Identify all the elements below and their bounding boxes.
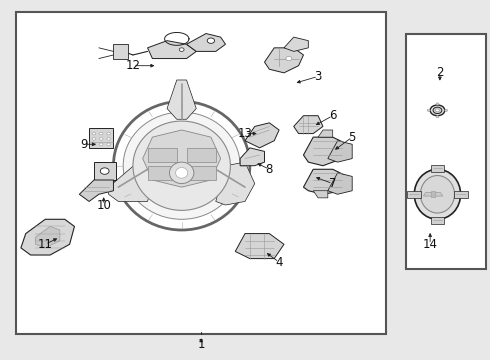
Polygon shape bbox=[147, 41, 196, 59]
Bar bbox=[431, 165, 444, 172]
Polygon shape bbox=[313, 191, 328, 198]
Polygon shape bbox=[79, 180, 114, 202]
Text: 5: 5 bbox=[348, 131, 356, 144]
Polygon shape bbox=[265, 48, 303, 73]
Text: 6: 6 bbox=[329, 109, 337, 122]
Ellipse shape bbox=[427, 109, 430, 111]
Polygon shape bbox=[328, 141, 352, 162]
Polygon shape bbox=[294, 116, 323, 134]
Ellipse shape bbox=[114, 102, 250, 230]
Ellipse shape bbox=[415, 169, 461, 219]
Ellipse shape bbox=[170, 162, 194, 184]
Text: 7: 7 bbox=[329, 177, 337, 190]
Ellipse shape bbox=[123, 112, 240, 219]
Bar bbox=[431, 192, 435, 197]
Ellipse shape bbox=[99, 138, 103, 140]
Bar bbox=[187, 148, 216, 162]
Ellipse shape bbox=[92, 132, 96, 135]
Ellipse shape bbox=[436, 116, 439, 118]
Text: 11: 11 bbox=[38, 238, 53, 251]
Text: 4: 4 bbox=[275, 256, 283, 269]
Polygon shape bbox=[303, 137, 347, 166]
Polygon shape bbox=[167, 80, 196, 119]
Bar bbox=[431, 217, 444, 224]
Polygon shape bbox=[216, 162, 255, 205]
Ellipse shape bbox=[133, 121, 230, 210]
Ellipse shape bbox=[179, 48, 184, 51]
Polygon shape bbox=[245, 123, 279, 148]
Text: 13: 13 bbox=[238, 127, 252, 140]
Bar bbox=[114, 44, 128, 59]
Ellipse shape bbox=[286, 57, 292, 61]
Ellipse shape bbox=[436, 109, 440, 112]
Text: 10: 10 bbox=[96, 198, 111, 212]
Ellipse shape bbox=[433, 107, 442, 113]
Polygon shape bbox=[21, 219, 74, 255]
Ellipse shape bbox=[99, 132, 103, 135]
Bar bbox=[407, 191, 421, 198]
Bar bbox=[94, 162, 116, 180]
Ellipse shape bbox=[92, 138, 96, 140]
Polygon shape bbox=[303, 169, 347, 194]
Text: 12: 12 bbox=[125, 59, 141, 72]
Text: 8: 8 bbox=[266, 163, 273, 176]
Text: 14: 14 bbox=[423, 238, 438, 251]
Polygon shape bbox=[240, 148, 265, 166]
Bar bbox=[147, 148, 177, 162]
Ellipse shape bbox=[100, 168, 109, 174]
Ellipse shape bbox=[436, 103, 439, 105]
Ellipse shape bbox=[92, 143, 96, 145]
Ellipse shape bbox=[445, 109, 448, 111]
Polygon shape bbox=[328, 173, 352, 194]
Bar bbox=[187, 166, 216, 180]
Ellipse shape bbox=[107, 138, 110, 140]
Polygon shape bbox=[35, 226, 60, 248]
Ellipse shape bbox=[430, 105, 445, 116]
Polygon shape bbox=[284, 37, 308, 51]
Ellipse shape bbox=[175, 167, 188, 178]
Bar bbox=[454, 191, 467, 198]
Polygon shape bbox=[423, 193, 433, 196]
Ellipse shape bbox=[107, 143, 110, 145]
FancyBboxPatch shape bbox=[406, 33, 486, 269]
Ellipse shape bbox=[99, 143, 103, 145]
Polygon shape bbox=[109, 162, 157, 202]
Polygon shape bbox=[433, 193, 443, 196]
Text: 9: 9 bbox=[80, 138, 88, 151]
Text: 2: 2 bbox=[436, 66, 443, 79]
Polygon shape bbox=[235, 234, 284, 258]
Bar bbox=[147, 166, 177, 180]
Ellipse shape bbox=[107, 132, 110, 135]
Ellipse shape bbox=[207, 38, 215, 43]
Ellipse shape bbox=[420, 176, 455, 213]
Text: 1: 1 bbox=[197, 338, 205, 351]
Polygon shape bbox=[187, 33, 225, 51]
Polygon shape bbox=[143, 130, 220, 187]
Polygon shape bbox=[318, 130, 333, 137]
Bar bbox=[89, 128, 114, 148]
FancyBboxPatch shape bbox=[16, 12, 386, 334]
Text: 3: 3 bbox=[315, 70, 322, 83]
